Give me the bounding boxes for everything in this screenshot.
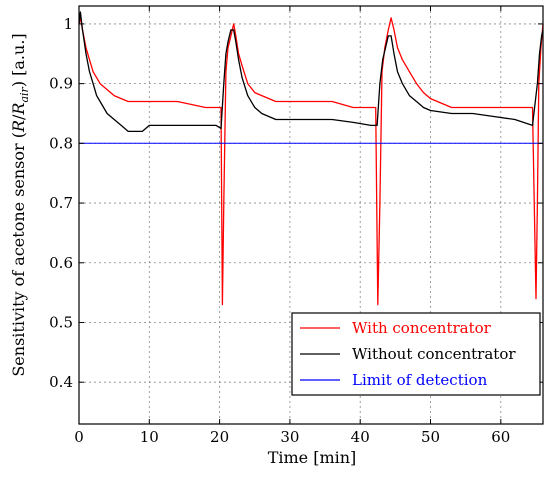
x-tick-label: 50	[421, 428, 440, 446]
x-tick-label: 60	[491, 428, 510, 446]
y-tick-label: 0.7	[49, 194, 73, 212]
y-tick-label: 0.6	[49, 254, 73, 272]
x-tick-label: 30	[280, 428, 299, 446]
x-tick-label: 20	[210, 428, 229, 446]
y-tick-label: 0.8	[49, 134, 73, 152]
series-layer	[78, 11, 544, 306]
series-with-concentrator	[78, 17, 544, 306]
legend-label-with-concentrator: With concentrator	[352, 319, 492, 337]
y-axis-title: Sensitivity of acetone sensor (R/Rair) […	[9, 33, 31, 376]
legend-label-without-concentrator: Without concentrator	[352, 345, 516, 363]
x-tick-label: 0	[74, 428, 84, 446]
x-tick-label: 10	[140, 428, 159, 446]
series-without-concentrator	[78, 11, 544, 133]
legend-label-limit-of-detection: Limit of detection	[352, 371, 488, 389]
plot-frame	[78, 5, 544, 425]
x-axis-title: Time [min]	[268, 448, 357, 467]
y-tick-label: 0.4	[49, 373, 73, 391]
y-tick-label: 0.9	[49, 75, 73, 93]
x-tick-label: 40	[351, 428, 370, 446]
legend: With concentrator Without concentrator L…	[291, 312, 541, 396]
y-tick-label: 1	[63, 15, 73, 33]
ticks: 0 10 20 30 40 50 60 0.4 0.5 0.6 0.7 0.8 0.9 1	[49, 6, 543, 446]
y-tick-label: 0.5	[49, 313, 73, 331]
